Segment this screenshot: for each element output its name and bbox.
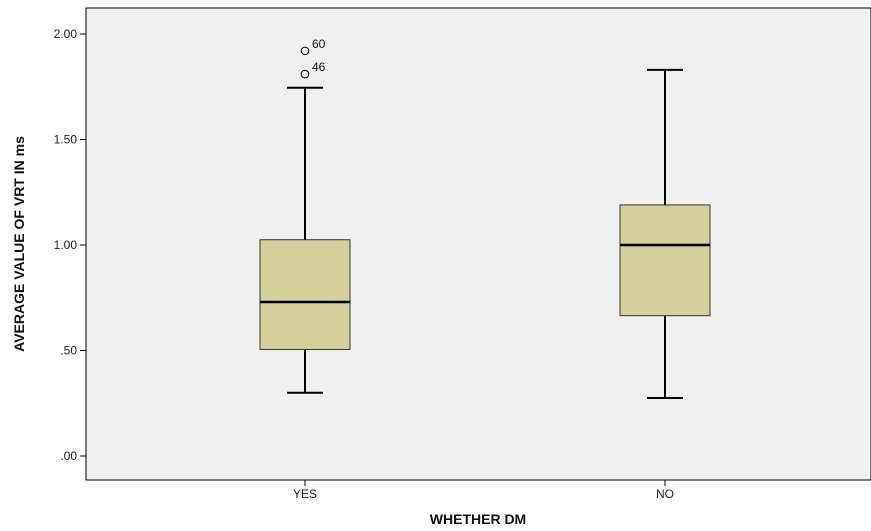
y-axis: .00 .50 1.00 1.50 2.00: [54, 27, 86, 463]
x-axis: YES NO: [293, 480, 674, 501]
x-tick-label: NO: [656, 487, 674, 501]
iqr-box: [619, 204, 711, 317]
box-yes: 60 46: [259, 37, 351, 394]
box-no: [619, 68, 711, 399]
outlier-point: [300, 46, 310, 56]
y-tick-label: 1.00: [54, 238, 78, 252]
outlier-point: [300, 69, 310, 79]
x-axis-title: WHETHER DM: [430, 511, 526, 527]
plot-area: [85, 7, 871, 481]
y-tick-label: 2.00: [54, 27, 78, 41]
iqr-box: [259, 239, 351, 350]
outlier-label: 60: [312, 37, 326, 51]
outlier-label: 46: [312, 60, 326, 74]
y-axis-title: AVERAGE VALUE OF VRT IN ms: [11, 136, 27, 352]
y-tick-label: 1.50: [54, 133, 78, 147]
x-tick-label: YES: [293, 487, 317, 501]
boxes: 60 46: [259, 37, 711, 399]
y-tick-label: .00: [60, 449, 77, 463]
y-tick-label: .50: [60, 344, 77, 358]
